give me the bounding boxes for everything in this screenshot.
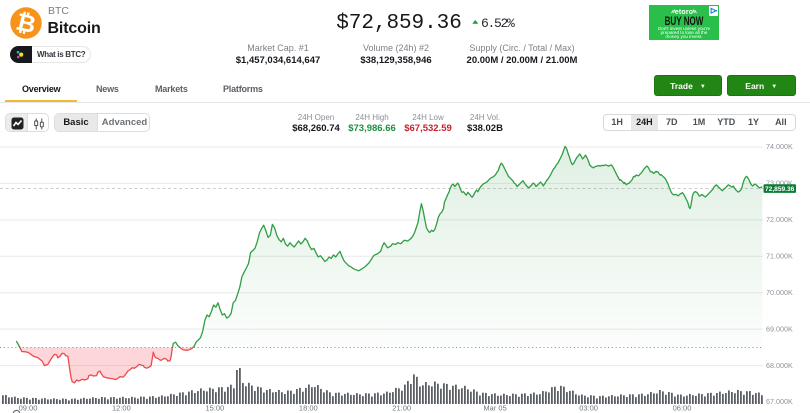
svg-text:72,859.36: 72,859.36	[765, 186, 795, 193]
svg-text:72.000K: 72.000K	[766, 215, 793, 224]
svg-text:69.000K: 69.000K	[766, 324, 793, 333]
svg-text:70.000K: 70.000K	[766, 288, 793, 297]
svg-text:71.000K: 71.000K	[766, 252, 793, 261]
svg-text:73.000K: 73.000K	[766, 179, 793, 188]
svg-text:09:00: 09:00	[19, 403, 38, 412]
svg-text:15:00: 15:00	[206, 403, 225, 412]
svg-text:21:00: 21:00	[392, 403, 411, 412]
svg-text:03:00: 03:00	[579, 403, 598, 412]
svg-text:67.000K: 67.000K	[766, 397, 793, 406]
svg-text:18:00: 18:00	[299, 403, 318, 412]
svg-text:12:00: 12:00	[112, 403, 131, 412]
svg-text:06:00: 06:00	[673, 403, 692, 412]
svg-text:68.000K: 68.000K	[766, 361, 793, 370]
svg-text:Mar 05: Mar 05	[483, 403, 506, 412]
svg-text:74.000K: 74.000K	[766, 142, 793, 151]
